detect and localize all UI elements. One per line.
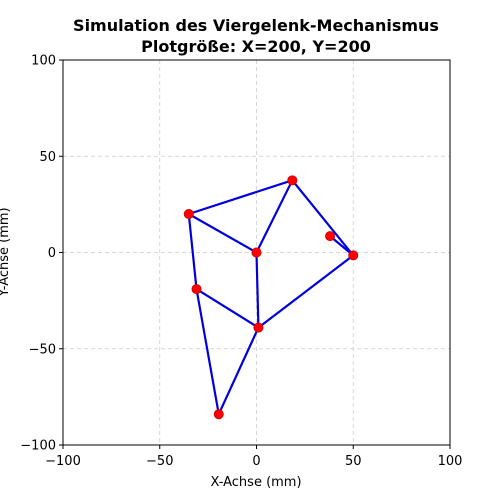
link-segment [291, 179, 355, 257]
link-segment [255, 251, 260, 329]
x-tick-label: −100 [45, 454, 81, 469]
y-tick-label: −100 [20, 439, 56, 454]
link-segment [257, 254, 355, 329]
y-ticks: −100 −50 0 50 100 [20, 54, 63, 454]
link-segment [255, 179, 294, 254]
chart-title-line1: Simulation des Viergelenk-Mechanismus [73, 16, 439, 35]
joint-point [348, 250, 359, 261]
links [187, 179, 355, 416]
y-tick-label: 100 [31, 54, 56, 69]
x-tick-label: 100 [438, 454, 463, 469]
joint-point [213, 409, 224, 420]
joint-point [287, 175, 298, 186]
x-axis-label: X-Achse (mm) [210, 475, 301, 490]
y-tick-label: −50 [29, 342, 56, 357]
y-tick-label: 50 [39, 150, 56, 165]
joint-point [183, 208, 194, 219]
link-segment [187, 179, 294, 216]
joint-point [325, 231, 336, 242]
link-segment [328, 235, 355, 257]
link-segment [195, 287, 260, 329]
x-tick-label: 0 [252, 454, 260, 469]
link-segment [187, 212, 258, 254]
x-tick-label: −50 [146, 454, 173, 469]
joint-point [251, 247, 262, 258]
joint-point [191, 284, 202, 295]
chart-title-line2: Plotgröße: X=200, Y=200 [141, 37, 371, 56]
x-tick-label: 50 [345, 454, 362, 469]
y-axis-label: Y-Achse (mm) [0, 207, 12, 297]
joints [183, 175, 359, 420]
joint-point [253, 322, 264, 333]
link-segment [217, 326, 260, 416]
y-tick-label: 0 [48, 246, 56, 261]
link-segment [195, 287, 220, 416]
link-segment [187, 212, 198, 291]
x-ticks: −100 −50 0 50 100 [45, 445, 462, 469]
